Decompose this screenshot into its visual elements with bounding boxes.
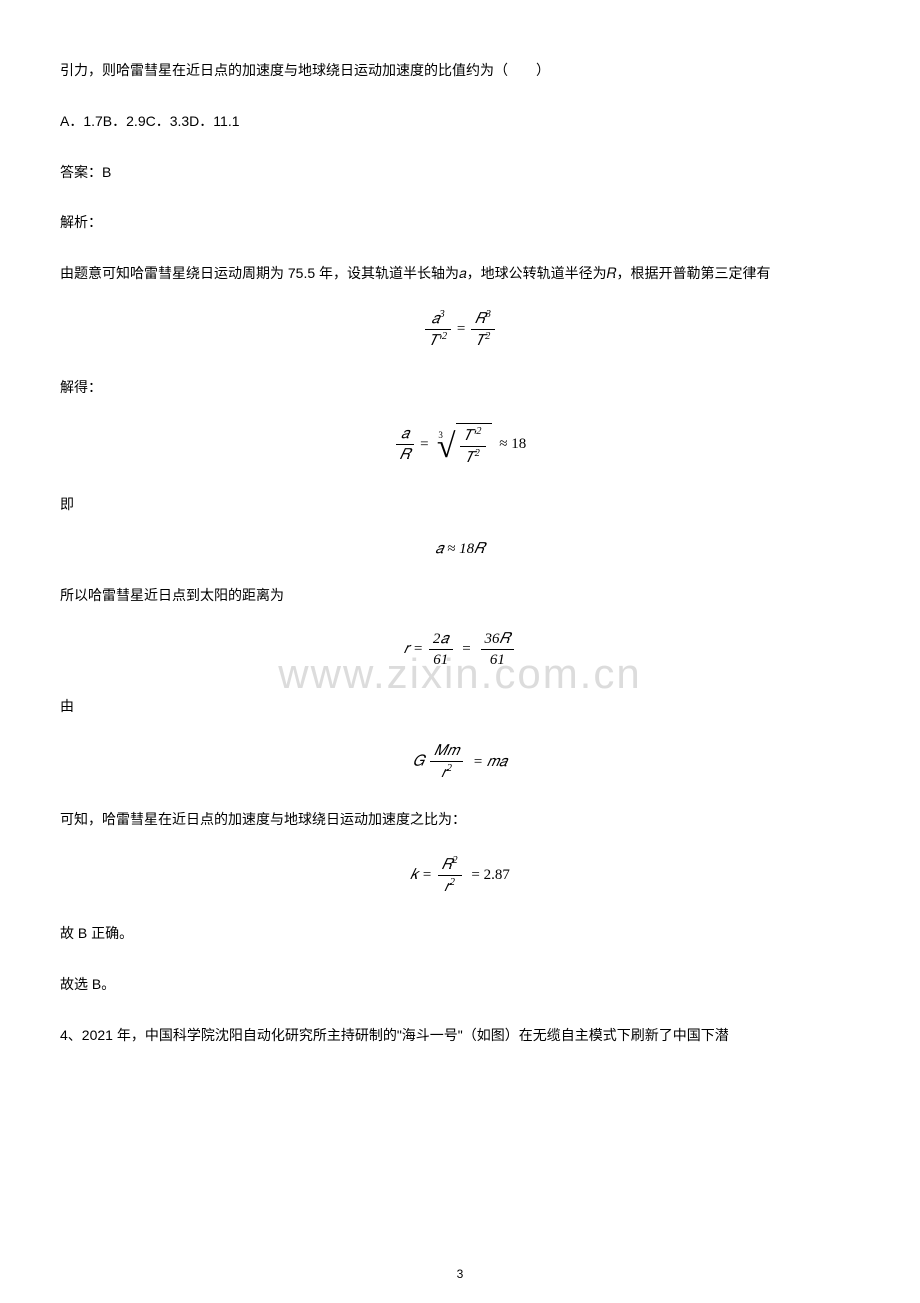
question-continuation: 引力，则哈雷彗星在近日点的加速度与地球绕日运动加速度的比值约为（ ） <box>60 55 860 86</box>
options-line: A．1.7B．2.9C．3.3D．11.1 <box>60 106 860 137</box>
perihelion-text: 所以哈雷彗星近日点到太阳的距离为 <box>60 580 860 611</box>
formula-a-18R: 𝑎 ≈ 18𝑅 <box>60 540 860 558</box>
ie-label: 即 <box>60 489 860 520</box>
by-label: 由 <box>60 691 860 722</box>
formula-r: 𝑟 = 2𝑎 61 = 36𝑅 61 <box>60 630 860 669</box>
formula-ratio-aR: 𝑎 𝑅 = 3 √ 𝑇′2 𝑇2 ≈ 18 <box>60 423 860 467</box>
next-question: 4、2021 年，中国科学院沈阳自动化研究所主持研制的"海斗一号"（如图）在无缆… <box>60 1020 860 1051</box>
page-number: 3 <box>457 1267 464 1281</box>
select-text: 故选 B。 <box>60 969 860 1000</box>
ratio-text: 可知，哈雷彗星在近日点的加速度与地球绕日运动加速度之比为： <box>60 804 860 835</box>
formula-k: 𝑘 = 𝑅2 𝑟2 = 2.87 <box>60 855 860 896</box>
solve-label: 解得： <box>60 372 860 403</box>
explain-label: 解析： <box>60 207 860 238</box>
setup-text: 由题意可知哈雷彗星绕日运动周期为 75.5 年，设其轨道半长轴为𝑎，地球公转轨道… <box>60 258 860 289</box>
formula-gravity: 𝐺 𝑀𝑚 𝑟2 = 𝑚𝑎 <box>60 742 860 782</box>
correct-text: 故 B 正确。 <box>60 918 860 949</box>
formula-kepler: 𝑎3 𝑇′2 = 𝑅3 𝑇2 <box>60 309 860 350</box>
answer-label: 答案：B <box>60 157 860 188</box>
